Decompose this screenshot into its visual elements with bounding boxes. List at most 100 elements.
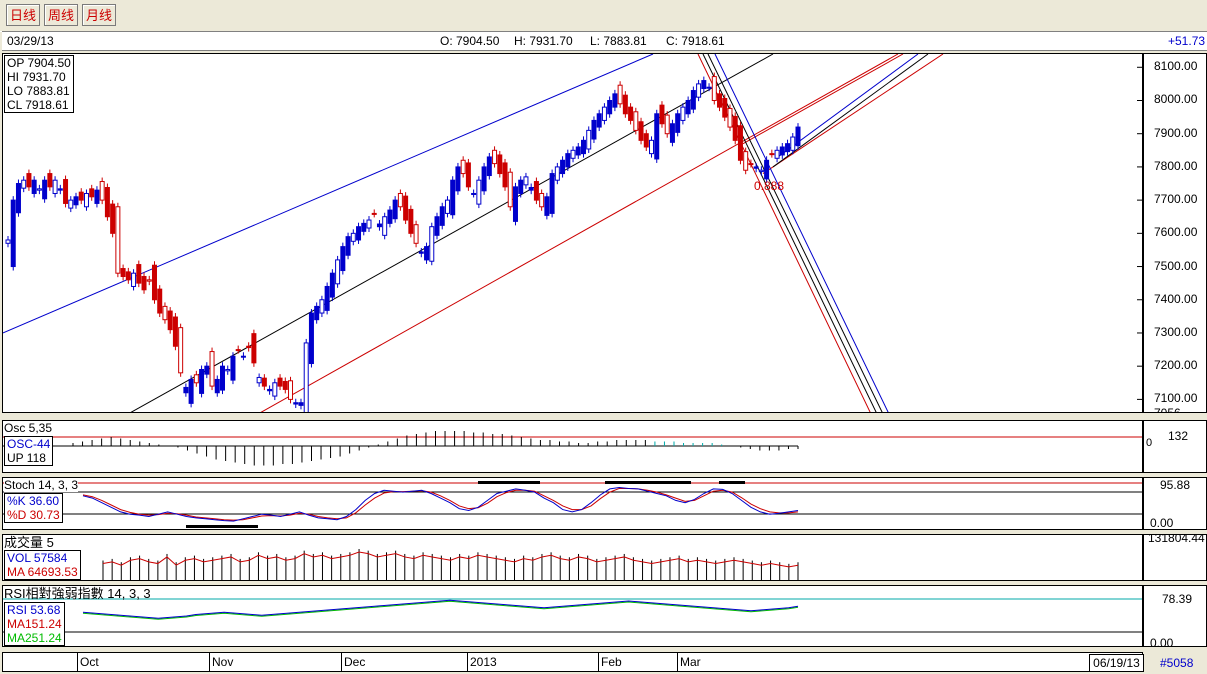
candle-body [235, 349, 241, 352]
rsi-title: RSI相對強弱指數 14, 3, 3 [4, 586, 151, 601]
candle-body [413, 224, 419, 244]
candle-body [471, 192, 477, 195]
osc-panel[interactable]: Osc 5,35 OSC-44 UP 118 [2, 420, 1143, 473]
candle-body [314, 305, 320, 321]
price-tick-label: 8100.00 [1154, 59, 1198, 74]
fan-line [742, 54, 904, 145]
candle-body [565, 153, 571, 168]
tab-monthly[interactable]: 月线 [82, 4, 116, 26]
vol-title: 成交量 5 [4, 535, 54, 550]
candle-body [633, 111, 639, 131]
candle-body [26, 173, 32, 188]
stoch-panel[interactable]: Stoch 14, 3, 3 %K 36.60 %D 30.73 [2, 477, 1143, 530]
candle-body [329, 272, 335, 298]
candle-body [460, 159, 466, 175]
rsi-chart [3, 598, 1142, 633]
stoch-title: Stoch 14, 3, 3 [4, 478, 79, 492]
volume-panel[interactable]: 成交量 5 VOL 57584 MA 64693.53 [2, 534, 1143, 581]
candle-body [125, 271, 131, 281]
ohlc-open: OP 7904.50 [7, 56, 71, 70]
candle-body [42, 179, 48, 200]
rsi-axis: 78.39 0.00 [1143, 585, 1207, 647]
candle-body [10, 199, 16, 268]
channel-lower-line [260, 54, 899, 412]
candle-body [586, 129, 592, 150]
channel-middle-line [130, 54, 774, 412]
candle-body [638, 121, 644, 141]
candle-body [89, 188, 95, 198]
candle-body [643, 133, 649, 148]
price-tick-label: 7056 [1154, 406, 1181, 413]
candle-body [83, 192, 89, 208]
candle-body [570, 149, 576, 159]
x-axis-month-label: Feb [598, 653, 622, 671]
osc-zero: 0 [1146, 437, 1153, 449]
candle-body [110, 203, 116, 234]
candle-body [664, 114, 670, 135]
vol-value: VOL 57584 [7, 551, 68, 565]
candle-body [696, 83, 702, 98]
candle-body [204, 365, 210, 375]
x-axis-month-label: Nov [209, 653, 233, 671]
ohlc-high: HI 7931.70 [7, 70, 66, 84]
candle-body [151, 264, 157, 301]
candle-body [240, 355, 246, 358]
candle-body [512, 186, 518, 222]
x-axis-month-label: Oct [77, 653, 99, 671]
candle-body [146, 279, 152, 282]
candle-body [779, 146, 785, 156]
candle-body [371, 212, 377, 215]
price-tick-label: 7600.00 [1154, 225, 1198, 240]
tab-daily[interactable]: 日线 [6, 4, 40, 26]
candle-body [591, 119, 597, 140]
ohlc-low: LO 7883.81 [7, 84, 70, 98]
candle-body [732, 115, 738, 141]
candle-body [722, 98, 728, 118]
candle-body [769, 153, 775, 156]
price-tick-label: 7700.00 [1154, 192, 1198, 207]
price-tick-label: 7900.00 [1154, 125, 1198, 140]
rsi-value: RSI 53.68 [7, 603, 61, 617]
x-axis-month-label: Mar [677, 653, 701, 671]
price-tick-label: 7200.00 [1154, 358, 1198, 373]
candle-body [549, 173, 555, 214]
info-low: L: 7883.81 [590, 34, 647, 48]
candle-body [387, 209, 393, 224]
volume-axis: 131804.44 [1143, 534, 1207, 581]
stoch-axis: 95.88 0.00 [1143, 477, 1207, 530]
candle-body [439, 206, 445, 226]
candle-body [601, 106, 607, 121]
candle-body [743, 151, 749, 171]
candle-body [612, 93, 618, 108]
candle-body [157, 288, 163, 314]
candle-body [78, 191, 84, 201]
candle-body [690, 90, 696, 110]
stoch-d-line [82, 487, 799, 521]
stoch-legend: %K 36.60 %D 30.73 [4, 493, 63, 523]
candle-body [340, 246, 346, 272]
fan-line [762, 54, 944, 174]
osc-title: Osc 5,35 [4, 421, 53, 435]
price-tick-label: 7800.00 [1154, 158, 1198, 173]
candle-body [575, 146, 581, 156]
osc-scale: 132 [1168, 429, 1189, 443]
candle-body [251, 333, 257, 364]
candle-body [298, 402, 304, 406]
osc-axis: 132 0 [1143, 420, 1207, 473]
tab-weekly[interactable]: 周线 [44, 4, 78, 26]
price-chart-panel[interactable]: OP 7904.50 HI 7931.70 LO 7883.81 CL 7918… [2, 53, 1143, 413]
candle-body [356, 226, 362, 241]
candle-body [580, 139, 586, 155]
price-tick-label: 7100.00 [1154, 391, 1198, 406]
candle-body [497, 154, 503, 175]
candle-body [141, 276, 147, 291]
candle-body [57, 188, 63, 191]
price-tick-label: 7400.00 [1154, 291, 1198, 306]
candle-body [293, 402, 299, 405]
candle-body [680, 106, 686, 121]
price-tick-label: 7500.00 [1154, 258, 1198, 273]
stoch-signal-bar [605, 481, 691, 484]
candle-body [199, 368, 205, 394]
rsi-panel[interactable]: RSI相對強弱指數 14, 3, 3 RSI 53.68 MA151.24 MA… [2, 585, 1143, 647]
ohlc-box: OP 7904.50 HI 7931.70 LO 7883.81 CL 7918… [4, 55, 74, 113]
